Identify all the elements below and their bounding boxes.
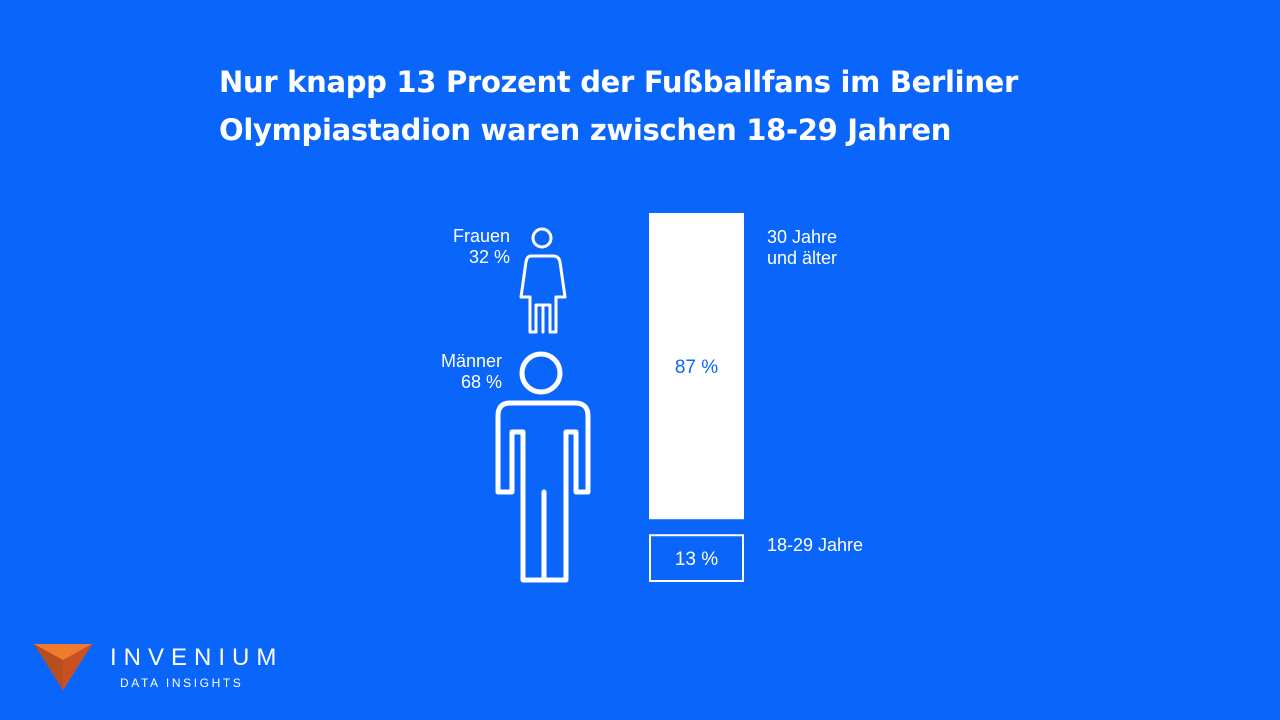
age-bars: 87 % 13 % — [649, 213, 744, 582]
woman-icon — [519, 227, 567, 334]
invenium-logo-icon — [34, 644, 92, 690]
women-label: Frauen — [452, 226, 510, 246]
man-icon-body — [495, 400, 591, 583]
bar-30-plus-value: 87 % — [675, 357, 718, 378]
brand-name: INVENIUM — [110, 644, 284, 671]
brand: INVENIUM DATA INSIGHTS — [110, 644, 283, 690]
man-icon-head — [519, 351, 563, 395]
older-age-label: 30 Jahre und älter — [767, 227, 837, 269]
bar-18-29 — [649, 534, 744, 582]
men-label: Männer — [440, 351, 502, 371]
older-age-label-line-2: und älter — [767, 248, 838, 268]
women-value: 32 % — [468, 247, 510, 267]
bar-30-plus — [649, 213, 744, 520]
women-label-group: Frauen 32 % — [400, 226, 510, 268]
men-value: 68 % — [460, 372, 502, 392]
men-label-group: Männer 68 % — [392, 351, 502, 393]
young-age-label: 18-29 Jahre — [767, 535, 864, 555]
chart-title-line-1: Nur knapp 13 Prozent der Fußballfans im … — [219, 65, 1019, 99]
bar-18-29-value: 13 % — [675, 549, 718, 570]
older-age-label-line-1: 30 Jahre — [767, 227, 838, 247]
woman-icon-body — [519, 254, 567, 334]
chart-title: Nur knapp 13 Prozent der Fußballfans im … — [219, 58, 1179, 154]
woman-icon-head — [531, 227, 553, 249]
brand-tagline: DATA INSIGHTS — [120, 676, 244, 690]
chart-title-line-2: Olympiastadion waren zwischen 18-29 Jahr… — [219, 113, 952, 147]
man-icon — [495, 351, 591, 583]
